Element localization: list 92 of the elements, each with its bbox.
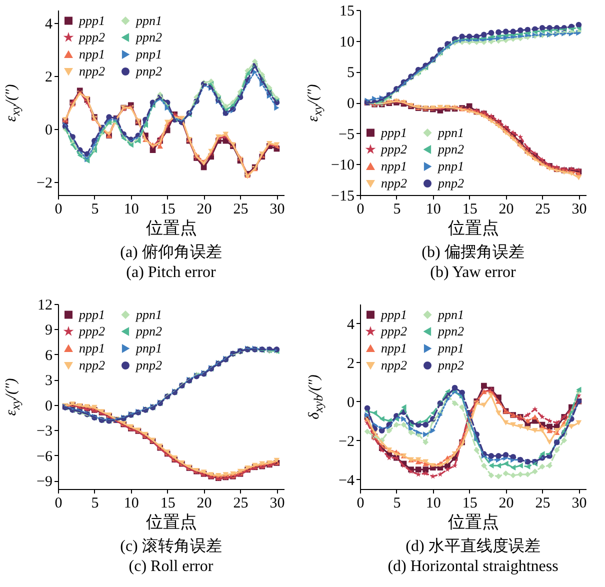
y-tick-label: 0 (347, 96, 354, 112)
x-tick-label: 20 (196, 496, 212, 512)
y-tick-label: 0 (45, 122, 52, 138)
text: (a) 俯仰角误差 (120, 243, 222, 261)
legend-label: ppp1 (78, 12, 105, 28)
x-tick-label: 5 (91, 496, 99, 512)
legend-label: ppn2 (135, 324, 162, 338)
x-tick-label: 30 (270, 202, 285, 218)
x-tick-label: 30 (270, 496, 285, 512)
y-tick-label: −10 (331, 158, 354, 174)
x-tick-label: 5 (393, 496, 401, 512)
legend-label: ppn2 (135, 30, 162, 44)
x-tick-label: 15 (160, 496, 176, 512)
legend-label: pnp1 (437, 340, 464, 356)
legend-label: pnp2 (135, 64, 162, 78)
x-tick-label: 10 (124, 202, 139, 218)
legend-label: npp2 (381, 358, 408, 372)
x-tick-label: 5 (393, 202, 401, 218)
x-tick-label: 15 (462, 496, 478, 512)
x-tick-label: 15 (160, 202, 176, 218)
legend-label: ppp2 (380, 142, 408, 156)
legend-label: ppp2 (78, 30, 106, 44)
y-tick-label: −2 (338, 434, 354, 450)
text: (c) Roll error (128, 558, 214, 575)
x-tick-label: 25 (535, 202, 550, 218)
y-tick-label: 12 (38, 298, 52, 314)
x-tick-label: 20 (498, 496, 514, 512)
y-tick-label: 5 (347, 65, 354, 82)
y-tick-label: −9 (36, 474, 52, 490)
text: (b) 偏摆角误差 (422, 243, 524, 261)
legend-label: ppp1 (380, 306, 407, 322)
x-tick-label: 5 (91, 202, 99, 218)
legend-label: npp2 (79, 358, 106, 372)
x-axis-title: 位置点 (146, 512, 197, 532)
legend-label: pnp1 (437, 158, 464, 174)
legend-label: npp1 (381, 158, 407, 174)
legend-label: ppn2 (437, 142, 464, 156)
y-tick-label: 4 (347, 316, 355, 333)
x-tick-label: 15 (462, 202, 478, 218)
x-axis-title: 位置点 (146, 218, 197, 238)
text: (b) Yaw error (430, 264, 517, 281)
legend-label: npp1 (381, 340, 407, 356)
y-tick-label: −15 (331, 188, 354, 204)
x-tick-label: 25 (535, 496, 550, 512)
y-tick-label: 10 (340, 34, 354, 50)
text: (d) Horizontal straightness (388, 558, 558, 575)
y-tick-label: 0 (45, 398, 52, 414)
y-tick-label: 3 (45, 373, 52, 390)
legend-label: pnp2 (135, 358, 162, 372)
y-tick-label: 0 (347, 394, 354, 411)
legend-label: ppn2 (437, 324, 464, 338)
legend-label: npp2 (381, 176, 408, 190)
legend-label: ppp2 (380, 324, 408, 338)
x-tick-label: 30 (572, 496, 587, 512)
legend-label: ppn1 (437, 306, 464, 322)
y-tick-label: −4 (338, 472, 355, 489)
legend-label: pnp2 (437, 176, 464, 190)
legend-label: ppp2 (78, 324, 106, 338)
y-tick-label: 9 (45, 322, 52, 339)
x-tick-label: 10 (124, 496, 139, 512)
y-tick-label: 15 (340, 4, 354, 20)
y-tick-label: −6 (36, 448, 53, 465)
y-tick-label: −5 (338, 126, 354, 143)
y-tick-label: −3 (36, 424, 52, 440)
y-tick-label: 4 (45, 16, 53, 33)
y-tick-label: −2 (36, 175, 52, 192)
legend-label: ppn1 (135, 306, 162, 322)
legend-label: ppn1 (437, 124, 464, 140)
x-axis-title: 位置点 (448, 512, 499, 532)
legend-label: npp1 (79, 340, 105, 356)
text: (a) Pitch error (126, 264, 217, 281)
y-tick-label: 6 (45, 348, 53, 364)
y-tick-label: 2 (45, 70, 52, 86)
x-tick-label: 10 (426, 496, 441, 512)
x-tick-label: 25 (233, 496, 248, 512)
x-tick-label: 20 (498, 202, 514, 218)
y-tick-label: 2 (347, 356, 354, 372)
text: (d) 水平直线度误差 (406, 537, 540, 555)
legend-label: npp1 (79, 46, 105, 62)
x-tick-label: 30 (572, 202, 587, 218)
text: (c) 滚转角误差 (120, 537, 222, 555)
legend-label: pnp1 (135, 340, 162, 356)
x-axis-title: 位置点 (448, 218, 499, 238)
legend-label: npp2 (79, 64, 106, 78)
legend-label: ppn1 (135, 12, 162, 28)
x-tick-label: 25 (233, 202, 248, 218)
x-tick-label: 10 (426, 202, 441, 218)
legend-label: pnp2 (437, 358, 464, 372)
legend-label: ppp1 (78, 306, 105, 322)
legend-label: ppp1 (380, 124, 407, 140)
x-tick-label: 20 (196, 202, 212, 218)
legend-label: pnp1 (135, 46, 162, 62)
